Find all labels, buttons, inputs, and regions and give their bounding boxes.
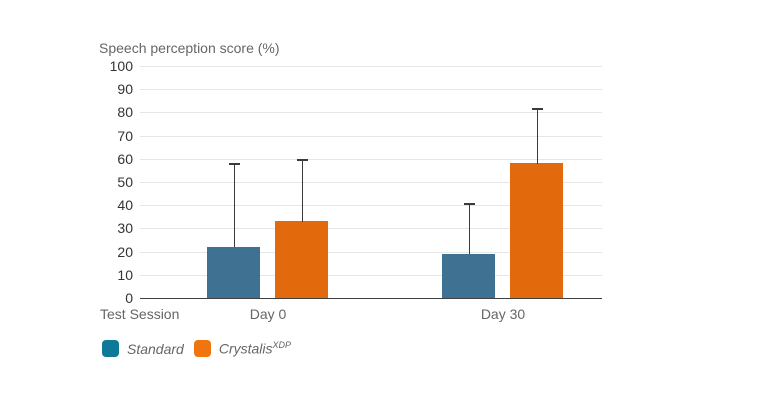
error-bar-line (537, 108, 538, 164)
gridline (140, 228, 602, 229)
gridline (140, 275, 602, 276)
y-tick-label: 100 (109, 58, 133, 74)
legend: Standard CrystalisXDP (102, 340, 301, 357)
bar-standard-day-30 (442, 254, 495, 298)
error-bar-cap (229, 163, 240, 165)
y-tick-label: 90 (117, 81, 133, 97)
y-tick-label: 50 (117, 174, 133, 190)
gridline (140, 252, 602, 253)
legend-item-standard[interactable]: Standard (102, 340, 184, 357)
y-tick-label: 20 (117, 244, 133, 260)
legend-label-superscript: XDP (272, 340, 292, 351)
gridline (140, 205, 602, 206)
gridline (140, 136, 602, 137)
x-category-label: Day 30 (480, 306, 526, 322)
bar-crystalisxdp-day-30 (510, 163, 563, 298)
y-tick-label: 80 (117, 104, 133, 120)
y-tick-label: 60 (117, 151, 133, 167)
y-axis-title: Speech perception score (%) (99, 40, 280, 56)
legend-label-crystalisxdp: CrystalisXDP (218, 340, 292, 357)
error-bar-line (469, 203, 470, 254)
legend-swatch-standard (102, 340, 119, 357)
y-tick-label: 70 (117, 128, 133, 144)
legend-item-crystalisxdp[interactable]: CrystalisXDP (193, 340, 292, 357)
y-tick-label: 30 (117, 220, 133, 236)
y-tick-label: 10 (117, 267, 133, 283)
gridline (140, 159, 602, 160)
y-tick-label: 40 (117, 197, 133, 213)
legend-swatch-crystalisxdp (193, 340, 211, 357)
error-bar-line (234, 163, 235, 247)
bar-standard-day-0 (207, 247, 260, 298)
y-tick-label: 0 (125, 290, 133, 306)
x-axis-title: Test Session (100, 306, 180, 322)
gridline (140, 66, 602, 67)
gridline (140, 182, 602, 183)
gridline (140, 89, 602, 90)
error-bar-cap (464, 203, 475, 205)
gridline (140, 112, 602, 113)
error-bar-cap (532, 108, 543, 110)
error-bar-cap (297, 159, 308, 161)
bar-crystalisxdp-day-0 (275, 221, 328, 298)
x-category-label: Day 0 (249, 306, 287, 322)
legend-label-standard: Standard (127, 340, 184, 357)
error-bar-line (302, 159, 303, 222)
x-axis-line (140, 298, 602, 299)
